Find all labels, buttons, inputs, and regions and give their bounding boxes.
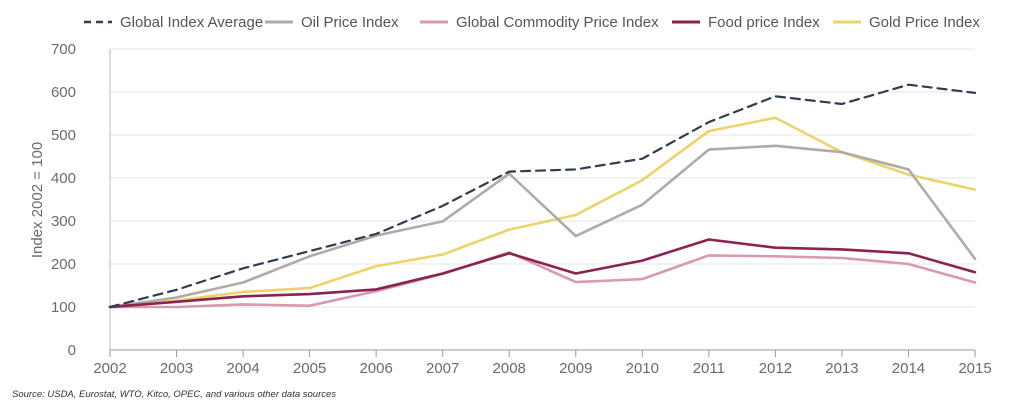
- y-axis-label: Index 2002 = 100: [29, 142, 46, 258]
- series-line-gold-price-index: [108, 116, 977, 309]
- x-tick-label: 2014: [892, 360, 925, 377]
- y-tick-label: 100: [51, 299, 76, 316]
- source-note: Source: USDA, Eurostat, WTO, Kitco, OPEC…: [12, 389, 336, 400]
- series-line-oil-price-index: [108, 144, 977, 309]
- x-tick-label: 2004: [226, 360, 259, 377]
- y-tick-label: 400: [51, 170, 76, 187]
- legend-label-global-commodity-price-index: Global Commodity Price Index: [456, 14, 659, 31]
- x-tick-label: 2010: [626, 360, 659, 377]
- legend-label-oil-price-index: Oil Price Index: [301, 14, 399, 31]
- y-tick-label: 700: [51, 41, 76, 58]
- legend-label-gold-price-index: Gold Price Index: [869, 14, 980, 31]
- legend: Global Index Average Oil Price Index Globa…: [84, 14, 980, 31]
- y-tick-label: 500: [51, 127, 76, 144]
- x-tick-label: 2009: [559, 360, 592, 377]
- x-tick-label: 2015: [958, 360, 991, 377]
- x-tick-label: 2006: [359, 360, 392, 377]
- x-tick-label: 2002: [93, 360, 126, 377]
- y-tick-label: 300: [51, 213, 76, 230]
- axes: 0 100 200 300 400 500 600 700 2002 2003 2004 2005 20…: [51, 41, 992, 377]
- legend-label-global-index-average: Global Index Average: [120, 14, 263, 31]
- series-lines: [108, 83, 977, 309]
- series-line-global-index-average: [108, 83, 977, 309]
- x-tick-label: 2013: [825, 360, 858, 377]
- x-tick-label: 2007: [426, 360, 459, 377]
- series-line-food-price-index: [108, 238, 977, 309]
- x-tick-label: 2011: [693, 360, 725, 377]
- legend-label-food-price-index: Food price Index: [708, 14, 820, 31]
- x-tick-label: 2005: [293, 360, 326, 377]
- x-tick-label: 2012: [759, 360, 792, 377]
- y-tick-label: 200: [51, 256, 76, 273]
- x-tick-label: 2008: [493, 360, 526, 377]
- y-tick-label: 0: [68, 342, 76, 359]
- series-line-global-commodity-price-index: [108, 251, 977, 309]
- y-tick-label: 600: [51, 84, 76, 101]
- x-tick-label: 2003: [160, 360, 193, 377]
